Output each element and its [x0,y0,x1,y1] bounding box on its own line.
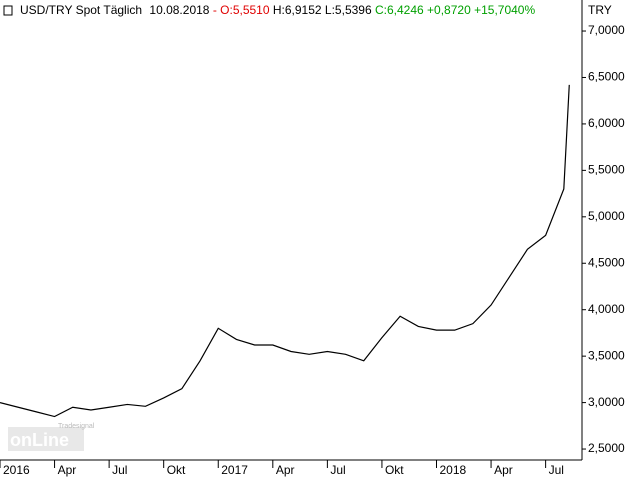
y-tick-label: 6,0000 [588,116,625,130]
legend-icon [3,5,13,16]
y-tick-label: 2,5000 [588,441,625,455]
y-tick-label: 3,0000 [588,395,625,409]
change: +0,8720 [427,3,471,17]
high: H:6,9152 [273,3,322,17]
header: USD/TRY Spot Täglich 10.08.2018 - O:5,55… [20,3,535,17]
price-line [0,84,570,418]
y-tick-label: 5,5000 [588,163,625,177]
y-tick-label: 3,5000 [588,348,625,362]
close: C:6,4246 [375,3,424,17]
change-pct: +15,7040% [474,3,535,17]
x-tick-label: 2018 [440,463,467,477]
x-tick-label: Jul [549,463,564,477]
y-tick-label: 5,0000 [588,209,625,223]
x-tick-label: Jul [112,463,127,477]
y-tick-label: 7,0000 [588,23,625,37]
open: O:5,5510 [220,3,270,17]
date: 10.08.2018 [149,3,209,17]
watermark: Tradesignal onLine [8,423,95,451]
x-tick-label: Apr [276,463,295,477]
currency: TRY [588,3,612,17]
sep: - [213,3,217,17]
x-tick-label: 2016 [3,463,30,477]
low: L:5,5396 [325,3,372,17]
x-tick-label: Okt [167,463,186,477]
watermark-box [8,427,84,451]
x-tick-label: Apr [58,463,77,477]
y-tick-label: 4,0000 [588,302,625,316]
y-tick-label: 6,5000 [588,70,625,84]
x-tick-label: 2017 [221,463,248,477]
watermark-small: Tradesignal [58,423,95,430]
x-tick-label: Jul [330,463,345,477]
x-tick-label: Okt [385,463,404,477]
title: USD/TRY Spot Täglich [20,3,142,17]
x-tick-label: Apr [494,463,513,477]
y-tick-label: 4,5000 [588,255,625,269]
watermark-big: onLine [10,430,69,450]
